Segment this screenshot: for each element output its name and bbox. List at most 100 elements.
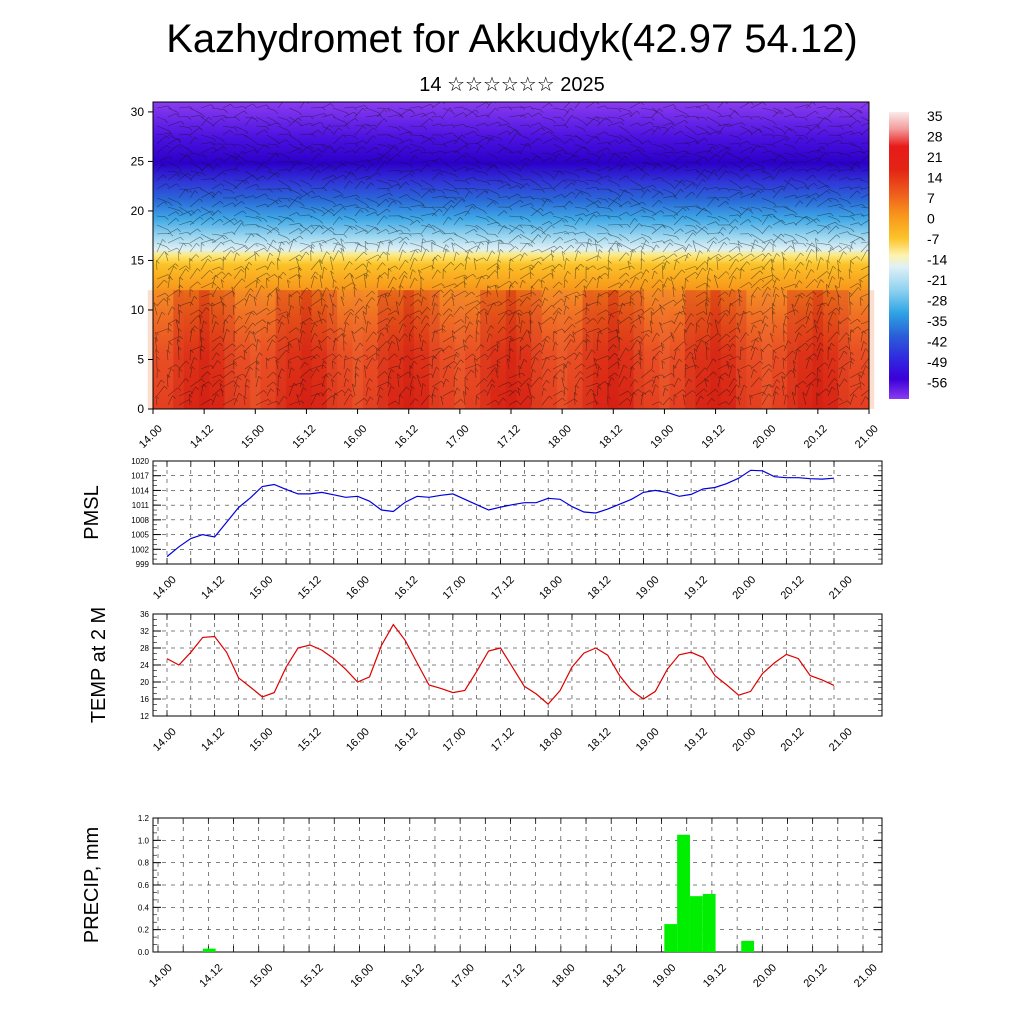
wind-barb-tick (219, 266, 223, 271)
wind-barb-tick (815, 193, 820, 197)
wind-barb (244, 206, 257, 213)
wind-barb (343, 308, 352, 316)
wind-barb-tick (301, 203, 305, 207)
x-tick-label: 17.12 (495, 423, 523, 451)
wind-barb (156, 197, 170, 203)
wind-barb (453, 187, 467, 190)
wind-barb-tick (464, 250, 469, 254)
wind-barb (376, 192, 390, 199)
wind-barb-tick (596, 211, 601, 215)
wind-barb-tick (213, 314, 217, 318)
wind-barb (695, 156, 705, 163)
wind-barb (398, 249, 403, 262)
wind-barb-tick (484, 190, 488, 195)
wind-barb-tick (695, 169, 700, 173)
wind-barb-tick (627, 224, 631, 228)
wind-barb-tick (828, 322, 833, 327)
wind-barb (750, 294, 753, 307)
wind-barb-tick (835, 199, 840, 203)
wind-barb-tick (429, 118, 434, 122)
wind-barb-tick (641, 295, 645, 300)
wind-barb-tick (366, 304, 370, 308)
wind-barb (442, 237, 451, 244)
wind-barb-tick (615, 139, 619, 144)
wind-barb (156, 224, 168, 230)
wind-barb-tick (820, 311, 825, 315)
wind-barb-tick (498, 137, 503, 141)
wind-barb-tick (340, 327, 344, 332)
wind-barb (288, 147, 301, 154)
wind-barb (827, 134, 841, 136)
wind-barb-tick (297, 183, 301, 187)
wind-barb (277, 116, 288, 121)
wind-barb (651, 288, 659, 298)
wind-barb (574, 295, 576, 307)
wind-barb-tick (451, 292, 455, 297)
x-tick-label: 14.00 (151, 726, 179, 754)
wind-barb (354, 263, 364, 271)
wind-barb-tick (171, 306, 176, 310)
wind-barb (596, 237, 606, 244)
wind-barb-tick (206, 307, 210, 311)
wind-barb (837, 269, 840, 280)
wind-barb-tick (538, 234, 542, 238)
wind-barb (640, 307, 652, 316)
wind-barb (211, 241, 222, 253)
wind-barb-tick (628, 139, 633, 144)
wind-barb (453, 274, 465, 280)
wind-barb (178, 125, 190, 128)
wind-barb-tick (278, 199, 282, 203)
wind-barb-tick (419, 233, 424, 237)
wind-barb-tick (742, 122, 746, 126)
wind-barb-tick (704, 186, 708, 191)
wind-barb-tick (716, 218, 720, 222)
wind-barb-tick (586, 307, 590, 311)
wind-barb-tick (518, 312, 522, 317)
wind-barb-tick (405, 259, 409, 264)
wind-barb (211, 301, 222, 307)
wind-barb-tick (698, 155, 702, 159)
wind-barb-tick (848, 124, 852, 128)
wind-barb (563, 170, 577, 176)
wind-barb (494, 285, 499, 298)
wind-barb (574, 213, 584, 217)
wind-barb (497, 299, 509, 307)
wind-barb-tick (811, 249, 815, 253)
wind-barb-tick (713, 169, 718, 173)
wind-barb (287, 279, 290, 289)
wind-barb-tick (748, 207, 753, 211)
wind-barb-tick (571, 217, 576, 222)
wind-barb-tick (651, 128, 655, 133)
wind-barb (365, 261, 369, 271)
wind-barb-tick (220, 201, 224, 205)
wind-barb (321, 206, 332, 214)
wind-barb (640, 185, 654, 190)
wind-barb (640, 172, 647, 181)
wind-barb (299, 225, 312, 235)
wind-barb (387, 143, 396, 149)
wind-barb (508, 284, 511, 298)
wind-barb-tick (662, 262, 667, 266)
wind-barb (200, 233, 212, 240)
wind-barb-tick (709, 150, 713, 154)
wind-barb-tick (515, 246, 519, 250)
wind-barb (519, 252, 525, 262)
wind-barb-tick (867, 102, 869, 105)
wind-barb (684, 105, 699, 109)
wind-barb-tick (376, 227, 380, 232)
wind-barb-tick (746, 261, 751, 265)
wind-barb (739, 311, 744, 325)
wind-barb-tick (197, 315, 202, 319)
wind-barb-tick (298, 193, 302, 197)
wind-barb-tick (310, 225, 315, 229)
wind-barb (761, 286, 768, 298)
wind-barb-tick (223, 256, 227, 260)
wind-barb-tick (418, 269, 422, 273)
wind-barb-tick (218, 190, 222, 195)
wind-barb-tick (728, 146, 732, 151)
wind-barb (728, 258, 737, 271)
wind-barb (607, 302, 616, 307)
wind-barb-tick (176, 319, 180, 323)
wind-barb (618, 290, 629, 298)
wind-barb (574, 158, 588, 163)
